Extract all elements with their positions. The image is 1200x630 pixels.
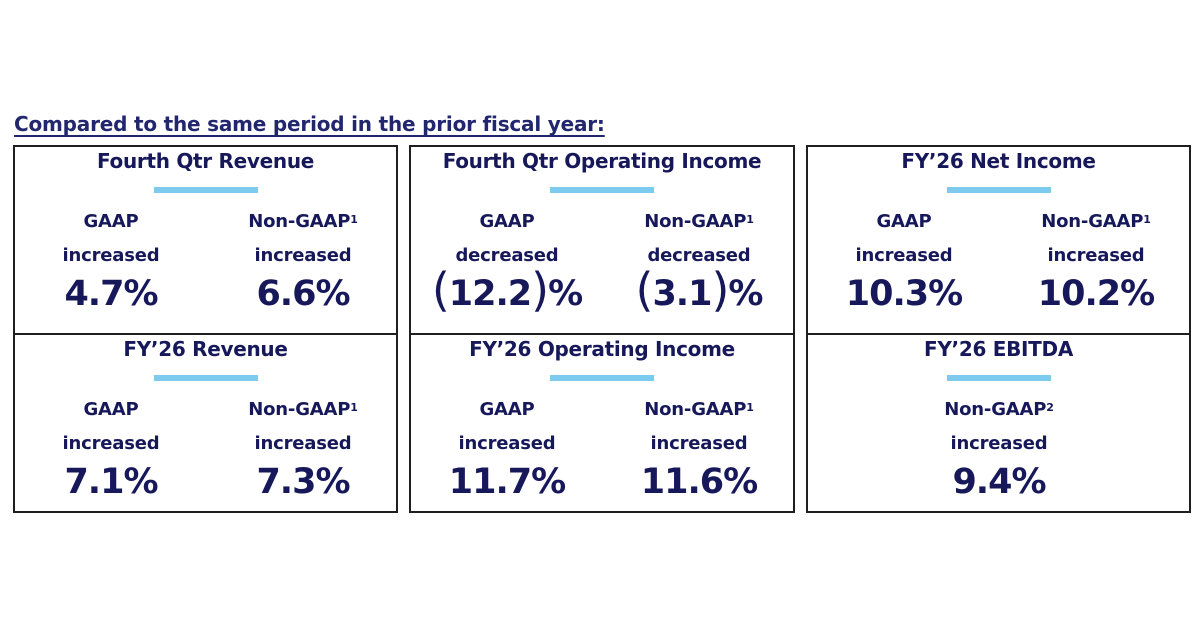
change-value: 7.1% [64, 462, 158, 502]
metric-basis-label: Non-GAAP1 [248, 399, 358, 420]
card-fourth-qtr-operating-income: Fourth Qtr Operating Income GAAP decreas… [409, 145, 795, 335]
change-value: 6.6% [256, 274, 350, 314]
change-value: 7.3% [256, 462, 350, 502]
change-direction: increased [950, 433, 1048, 454]
change-value: 11.6% [640, 462, 758, 502]
change-direction: decreased [455, 245, 559, 266]
change-value: (3.1)% [635, 263, 764, 317]
change-direction: increased [650, 433, 748, 454]
metric-basis-label: GAAP [479, 399, 535, 420]
footnote-marker: 1 [1143, 213, 1151, 226]
metric-basis-label: Non-GAAP1 [1041, 211, 1151, 232]
change-direction: increased [855, 245, 953, 266]
change-direction: increased [458, 433, 556, 454]
metric-basis-label: Non-GAAP1 [644, 399, 754, 420]
gaap-column: GAAP increased 11.7% [422, 393, 592, 504]
metric-basis-label: GAAP [83, 211, 139, 232]
title-divider [550, 187, 654, 193]
footnote-marker: 2 [1046, 401, 1054, 414]
change-direction: increased [254, 245, 352, 266]
title-divider [153, 187, 258, 193]
metric-basis-label: Non-GAAP1 [644, 211, 754, 232]
metric-basis-label: GAAP [876, 211, 932, 232]
card-title: FY’26 Net Income [901, 149, 1096, 173]
footnote-marker: 1 [350, 401, 358, 414]
card-title: Fourth Qtr Revenue [96, 149, 315, 173]
non-gaap-column: Non-GAAP1 increased 6.6% [218, 205, 388, 316]
title-divider [946, 187, 1051, 193]
non-gaap-column: Non-GAAP1 increased 10.2% [1011, 205, 1181, 316]
metric-basis-label: Non-GAAP2 [944, 399, 1054, 420]
card-title: FY’26 Operating Income [469, 337, 735, 361]
change-direction: decreased [647, 245, 751, 266]
change-direction: increased [1047, 245, 1145, 266]
change-value: 9.4% [952, 462, 1046, 502]
change-value: 4.7% [64, 274, 158, 314]
gaap-column: GAAP increased 4.7% [26, 205, 196, 316]
card-fy26-revenue: FY’26 Revenue GAAP increased 7.1% Non-GA… [13, 333, 398, 513]
section-heading: Compared to the same period in the prior… [14, 112, 605, 136]
metric-basis-label: GAAP [479, 211, 535, 232]
change-direction: increased [62, 245, 160, 266]
title-divider [946, 375, 1051, 381]
change-value: 11.7% [448, 462, 566, 502]
change-value: 10.2% [1037, 274, 1155, 314]
non-gaap-column: Non-GAAP1 decreased (3.1)% [614, 205, 784, 316]
gaap-column: GAAP decreased (12.2)% [422, 205, 592, 316]
gaap-column: GAAP increased 10.3% [819, 205, 989, 316]
footnote-marker: 1 [746, 213, 754, 226]
card-title: Fourth Qtr Operating Income [442, 149, 762, 173]
metric-basis-label: Non-GAAP1 [248, 211, 358, 232]
title-divider [153, 375, 258, 381]
non-gaap-column: Non-GAAP1 increased 7.3% [218, 393, 388, 504]
card-fy26-net-income: FY’26 Net Income GAAP increased 10.3% No… [806, 145, 1191, 335]
change-value: 10.3% [845, 274, 963, 314]
non-gaap-column: Non-GAAP1 increased 11.6% [614, 393, 784, 504]
card-fourth-qtr-revenue: Fourth Qtr Revenue GAAP increased 4.7% N… [13, 145, 398, 335]
change-direction: increased [62, 433, 160, 454]
gaap-column: GAAP increased 7.1% [26, 393, 196, 504]
footnote-marker: 1 [746, 401, 754, 414]
card-fy26-operating-income: FY’26 Operating Income GAAP increased 11… [409, 333, 795, 513]
card-title: FY’26 Revenue [123, 337, 288, 361]
non-gaap-column: Non-GAAP2 increased 9.4% [914, 393, 1084, 504]
card-fy26-ebitda: FY’26 EBITDA Non-GAAP2 increased 9.4% [806, 333, 1191, 513]
change-direction: increased [254, 433, 352, 454]
footnote-marker: 1 [350, 213, 358, 226]
change-value: (12.2)% [431, 263, 583, 317]
metric-basis-label: GAAP [83, 399, 139, 420]
card-title: FY’26 EBITDA [923, 337, 1073, 361]
title-divider [550, 375, 654, 381]
